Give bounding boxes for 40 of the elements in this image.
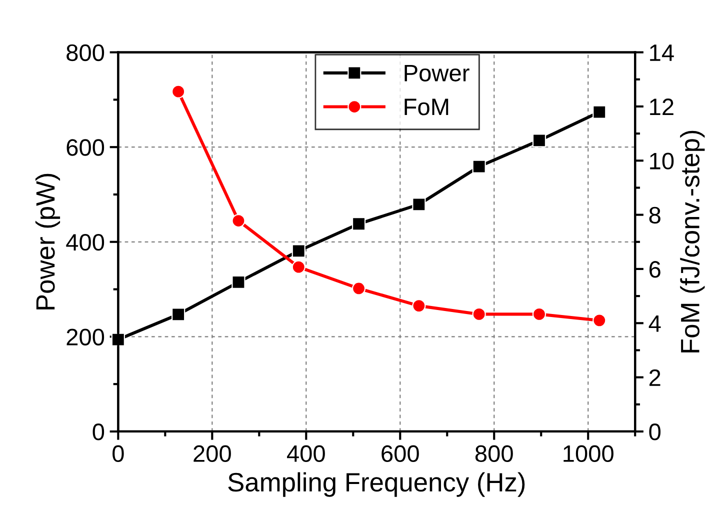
point — [292, 244, 306, 258]
y-tick-label: 0 — [92, 424, 104, 440]
point — [532, 307, 546, 322]
y2-tick-label: 10 — [650, 152, 674, 170]
y2-axis-title: FoM (fJ/conv.-step) — [680, 130, 705, 352]
point — [232, 214, 246, 228]
point — [232, 275, 246, 289]
point — [592, 314, 606, 328]
y2-tick-label: 14 — [650, 44, 674, 61]
x-tick-label: 600 — [382, 445, 419, 462]
point — [172, 84, 186, 98]
y-tick-label: 600 — [66, 139, 104, 156]
point — [172, 308, 186, 322]
point — [412, 299, 426, 313]
legend-label: FoM — [404, 98, 448, 116]
y2-tick-label: 12 — [650, 98, 674, 116]
x-tick-label: 200 — [194, 445, 231, 462]
x-axis-title: Sampling Frequency (Hz) — [228, 472, 525, 497]
x-tick-label: 0 — [112, 445, 124, 462]
y-tick-label: 800 — [66, 44, 104, 62]
y2-tick-label: 4 — [648, 315, 661, 332]
point — [592, 105, 606, 119]
y-tick-label: 400 — [66, 234, 104, 251]
y-tick-label: 200 — [66, 328, 104, 346]
legend-label: Power — [404, 64, 470, 82]
point — [352, 282, 366, 296]
point — [532, 134, 546, 148]
point — [472, 307, 486, 322]
x-tick-label: 400 — [286, 445, 325, 462]
y2-tick-label: 6 — [649, 261, 660, 278]
x-tick-label: 800 — [475, 445, 513, 462]
y2-tick-label: 0 — [649, 424, 660, 440]
point — [352, 217, 366, 231]
y2-tick-label: 8 — [649, 206, 660, 224]
x-tick-label: 1000 — [564, 445, 614, 462]
y-axis-title: Power (pW) — [35, 174, 60, 310]
point — [472, 160, 486, 174]
y2-tick-label: 2 — [649, 369, 660, 386]
point — [292, 260, 306, 274]
point — [412, 198, 426, 212]
